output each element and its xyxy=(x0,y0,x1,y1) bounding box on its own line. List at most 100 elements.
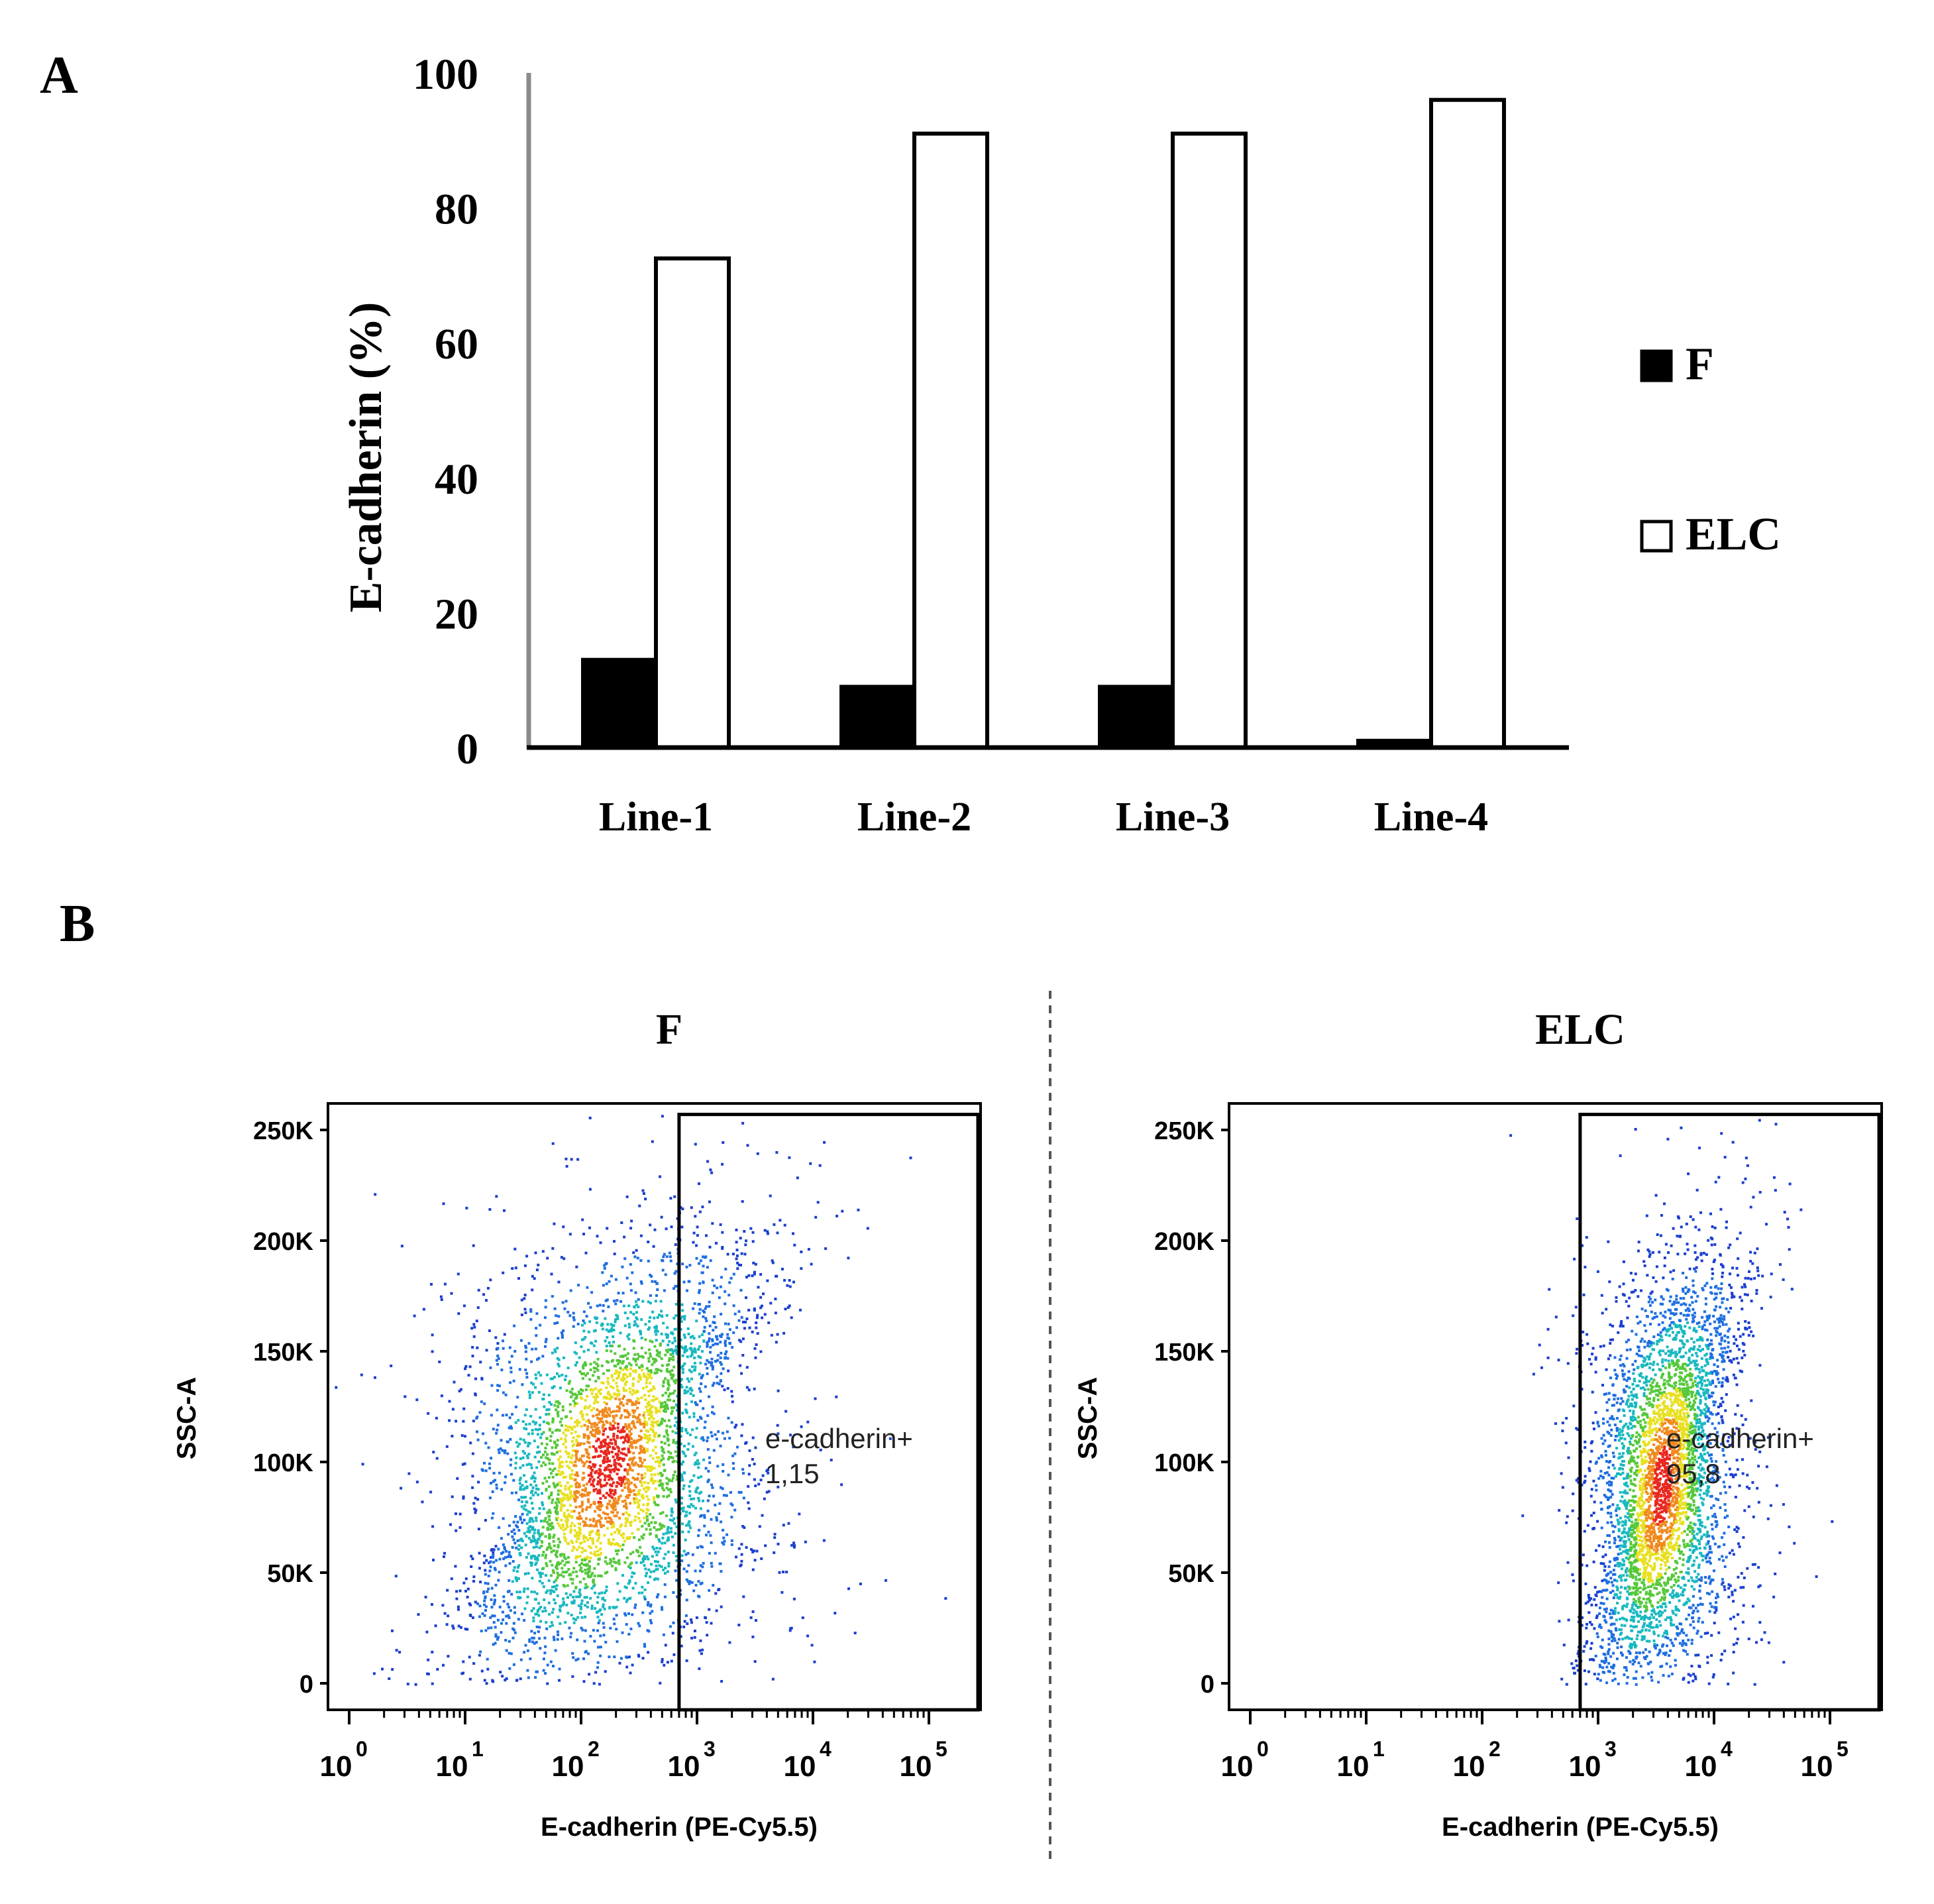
event-dot xyxy=(1674,1613,1678,1616)
event-dot xyxy=(533,1632,537,1635)
event-dot xyxy=(588,1378,592,1381)
event-dot xyxy=(556,1443,559,1447)
event-dot xyxy=(619,1430,622,1433)
event-dot xyxy=(596,1539,599,1542)
event-dot xyxy=(1617,1439,1621,1442)
event-dot xyxy=(472,1662,476,1665)
event-dot xyxy=(491,1490,494,1493)
event-dot xyxy=(630,1443,633,1446)
event-dot xyxy=(1697,1393,1701,1396)
event-dot xyxy=(581,1508,584,1511)
event-dot xyxy=(561,1465,564,1468)
event-dot xyxy=(692,1241,695,1244)
event-dot xyxy=(618,1479,621,1482)
event-dot xyxy=(621,1362,624,1365)
event-dot xyxy=(613,1459,616,1462)
event-dot xyxy=(594,1400,597,1403)
event-dot xyxy=(640,1282,643,1285)
event-dot xyxy=(631,1401,634,1404)
event-dot xyxy=(617,1450,620,1453)
event-dot xyxy=(544,1645,547,1648)
event-dot xyxy=(629,1488,631,1492)
event-dot xyxy=(757,1286,760,1289)
event-dot xyxy=(563,1497,566,1500)
bars xyxy=(581,97,1506,750)
event-dot xyxy=(582,1319,585,1322)
event-dot xyxy=(575,1575,578,1578)
event-dot xyxy=(500,1537,503,1540)
event-dot xyxy=(638,1624,641,1628)
event-dot xyxy=(651,1425,655,1428)
event-dot xyxy=(563,1512,566,1515)
event-dot xyxy=(523,1518,526,1522)
event-dot xyxy=(612,1498,616,1502)
event-dot xyxy=(633,1456,636,1459)
event-dot xyxy=(610,1327,614,1330)
event-dot xyxy=(667,1359,671,1363)
event-dot xyxy=(604,1512,607,1516)
event-dot xyxy=(655,1353,659,1357)
event-dot xyxy=(1687,1579,1690,1583)
event-dot xyxy=(615,1314,618,1317)
event-dot xyxy=(754,1484,757,1487)
event-dot xyxy=(501,1610,504,1614)
event-dot xyxy=(722,1431,725,1435)
event-dot xyxy=(647,1360,651,1363)
event-dot xyxy=(705,1319,708,1323)
event-dot xyxy=(488,1467,492,1470)
event-dot xyxy=(584,1571,587,1575)
event-dot xyxy=(748,1326,751,1329)
event-dot xyxy=(559,1420,562,1424)
event-dot xyxy=(592,1553,596,1555)
event-dot xyxy=(739,1340,743,1343)
event-dot xyxy=(372,1672,376,1675)
event-dot xyxy=(547,1394,551,1396)
event-dot xyxy=(617,1543,620,1547)
event-dot xyxy=(1701,1603,1704,1606)
event-dot xyxy=(502,1543,505,1546)
event-dot xyxy=(499,1671,502,1674)
event-dot xyxy=(682,1347,684,1350)
event-dot xyxy=(618,1496,621,1499)
event-dot xyxy=(607,1361,610,1364)
event-dot xyxy=(699,1582,702,1585)
event-dot xyxy=(529,1511,531,1514)
event-dot xyxy=(591,1530,594,1533)
event-dot xyxy=(568,1233,572,1236)
event-dot xyxy=(537,1554,541,1557)
event-dot xyxy=(547,1457,550,1460)
event-dot xyxy=(673,1424,676,1428)
event-dot xyxy=(435,1416,438,1420)
event-dot xyxy=(835,1395,838,1398)
event-dot xyxy=(492,1548,496,1551)
event-dot xyxy=(706,1359,709,1362)
event-dot xyxy=(638,1465,641,1468)
event-dot xyxy=(700,1437,703,1440)
event-dot xyxy=(619,1355,622,1358)
event-dot xyxy=(469,1614,472,1617)
y-tick-label: 0 xyxy=(457,725,478,773)
event-dot xyxy=(589,1596,592,1600)
event-dot xyxy=(606,1513,610,1516)
event-dot xyxy=(582,1365,584,1368)
event-dot xyxy=(624,1425,627,1428)
event-dot xyxy=(635,1316,638,1319)
event-dot xyxy=(584,1629,587,1632)
event-dot xyxy=(553,1453,556,1456)
event-dot xyxy=(450,1292,453,1295)
event-dot xyxy=(1676,1401,1679,1404)
event-dot xyxy=(1636,1634,1639,1637)
event-dot xyxy=(547,1523,551,1526)
event-dot xyxy=(698,1335,701,1338)
event-dot xyxy=(729,1276,733,1280)
event-dot xyxy=(623,1395,625,1398)
event-dot xyxy=(1734,1413,1737,1416)
event-dot xyxy=(753,1660,757,1663)
event-dot xyxy=(569,1531,572,1534)
event-dot xyxy=(361,1463,364,1466)
event-dot xyxy=(759,1479,763,1482)
event-dot xyxy=(1646,1547,1649,1550)
event-dot xyxy=(513,1628,515,1632)
event-dot xyxy=(457,1608,460,1611)
event-dot xyxy=(631,1663,634,1667)
